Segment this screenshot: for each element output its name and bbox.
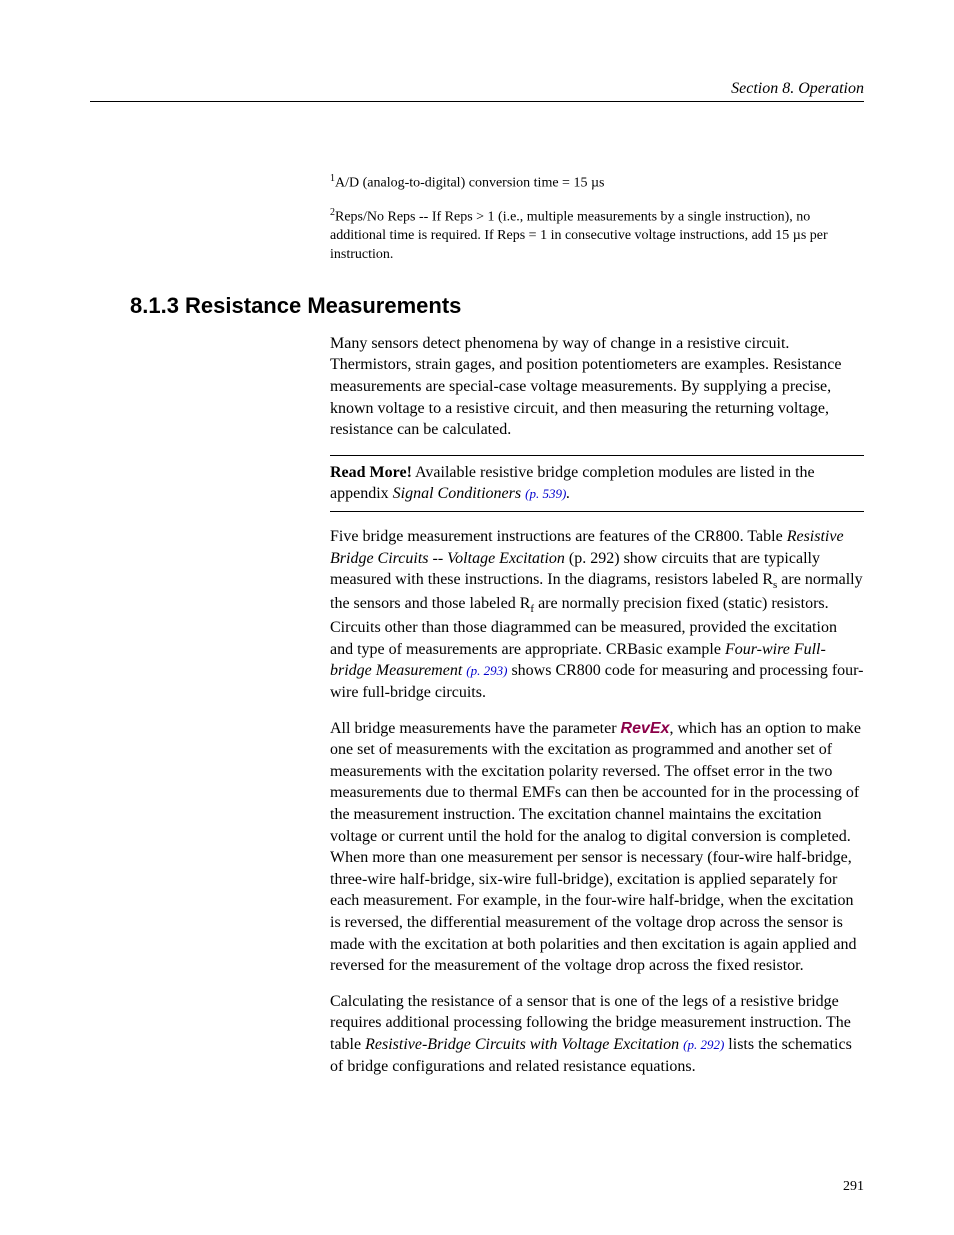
para4-page-link[interactable]: (p. 292): [683, 1037, 724, 1052]
page-number: 291: [843, 1179, 864, 1195]
para3-b: , which has an option to make one set of…: [330, 720, 861, 975]
running-header: Section 8. Operation: [90, 80, 864, 102]
para3-a: All bridge measurements have the paramet…: [330, 720, 621, 737]
page-container: Section 8. Operation 1A/D (analog-to-dig…: [0, 0, 954, 1235]
para4-table-name: Resistive-Bridge Circuits with Voltage E…: [365, 1036, 683, 1053]
read-more-appendix-name: Signal Conditioners: [393, 485, 525, 502]
para2-a: Five bridge measurement instructions are…: [330, 528, 787, 545]
para-bridge-instructions: Five bridge measurement instructions are…: [330, 526, 864, 704]
read-more-label: Read More!: [330, 464, 412, 481]
para-revex: All bridge measurements have the paramet…: [330, 718, 864, 977]
footnote-2-text: Reps/No Reps -- If Reps > 1 (i.e., multi…: [330, 209, 828, 262]
para-calculating: Calculating the resistance of a sensor t…: [330, 991, 864, 1077]
para-intro: Many sensors detect phenomena by way of …: [330, 333, 864, 441]
read-more-page-link[interactable]: (p. 539): [525, 486, 566, 501]
para3-param-revex: RevEx: [621, 720, 670, 737]
footnote-2: 2Reps/No Reps -- If Reps > 1 (i.e., mult…: [330, 206, 864, 265]
read-more-box: Read More! Available resistive bridge co…: [330, 455, 864, 512]
footnote-1: 1A/D (analog-to-digital) conversion time…: [330, 172, 864, 194]
read-more-period: .: [566, 485, 570, 502]
para2-page-link[interactable]: (p. 293): [466, 663, 507, 678]
section-heading: 8.1.3 Resistance Measurements: [130, 293, 864, 319]
footnote-1-text: A/D (analog-to-digital) conversion time …: [335, 176, 604, 191]
